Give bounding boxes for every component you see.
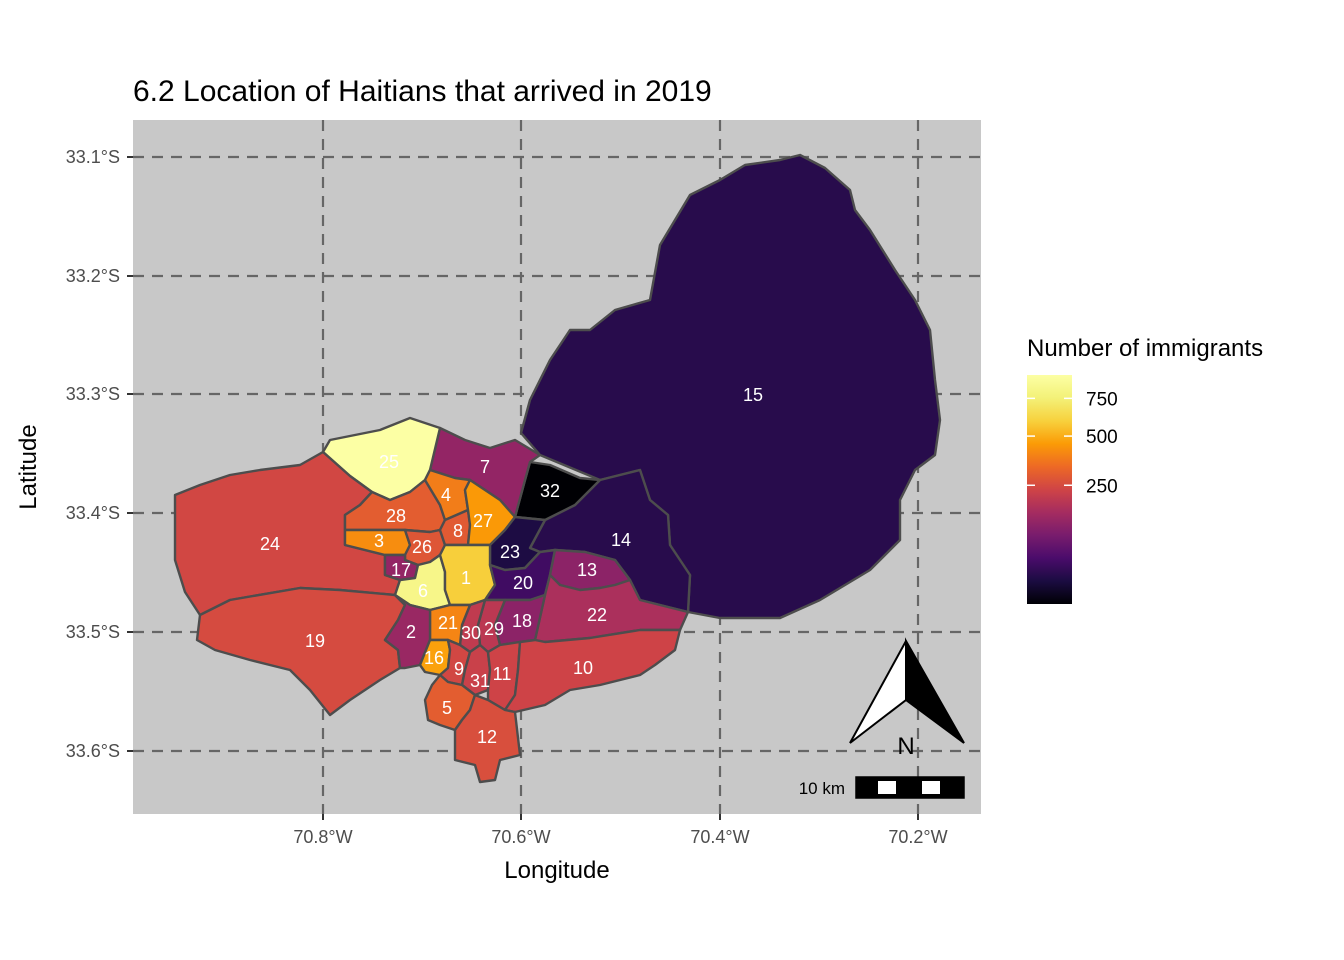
legend: Number of immigrants 750 500 250 <box>1027 335 1263 604</box>
y-axis: 33.1°S 33.2°S 33.3°S 33.4°S 33.5°S 33.6°… <box>15 147 133 761</box>
region-label: 19 <box>305 631 325 651</box>
region-label: 21 <box>438 613 458 633</box>
y-tick-label: 33.1°S <box>66 147 120 167</box>
region-label: 22 <box>587 605 607 625</box>
scale-bar-segment <box>878 781 896 794</box>
x-axis: 70.8°W 70.6°W 70.4°W 70.2°W Longitude <box>293 814 948 884</box>
region-label: 30 <box>461 623 481 643</box>
scale-bar-segment <box>922 781 940 794</box>
region-label: 8 <box>453 521 463 541</box>
region-label: 13 <box>577 560 597 580</box>
region-label: 4 <box>441 485 451 505</box>
region-12[interactable] <box>453 693 522 784</box>
region-label: 32 <box>540 481 560 501</box>
scale-bar-frame <box>855 776 965 799</box>
y-tick-label: 33.4°S <box>66 503 120 523</box>
region-label: 3 <box>374 531 384 551</box>
north-label: N <box>897 733 914 760</box>
region-label: 7 <box>480 457 490 477</box>
region-label: 23 <box>500 542 520 562</box>
region-10[interactable] <box>503 628 682 714</box>
region-label: 14 <box>611 530 631 550</box>
north-arrow-right-icon <box>905 637 965 744</box>
region-label: 2 <box>406 622 416 642</box>
region-label: 31 <box>470 671 490 691</box>
region-label: 15 <box>743 385 763 405</box>
x-axis-title: Longitude <box>504 857 609 884</box>
x-tick-label: 70.8°W <box>293 827 352 847</box>
region-label: 16 <box>424 648 444 668</box>
map-title: 6.2 Location of Haitians that arrived in… <box>133 75 712 108</box>
region-2[interactable] <box>383 593 432 670</box>
region-label: 27 <box>473 511 493 531</box>
x-tick-label: 70.4°W <box>690 827 749 847</box>
y-tick-label: 33.6°S <box>66 741 120 761</box>
legend-tick-label: 750 <box>1086 389 1118 410</box>
legend-title: Number of immigrants <box>1027 335 1263 362</box>
region-labels: 15 14 32 7 25 24 19 28 3 26 17 4 8 27 23… <box>260 385 763 747</box>
region-label: 26 <box>412 537 432 557</box>
region-label: 6 <box>418 581 428 601</box>
region-label: 5 <box>442 698 452 718</box>
region-label: 9 <box>454 659 464 679</box>
legend-ticks: 750 500 250 <box>1027 389 1118 497</box>
region-label: 20 <box>513 573 533 593</box>
region-label: 11 <box>493 664 512 684</box>
region-label: 24 <box>260 534 280 554</box>
y-tick-label: 33.3°S <box>66 384 120 404</box>
scale-bar: 10 km <box>799 776 965 799</box>
y-tick-label: 33.5°S <box>66 622 120 642</box>
region-label: 17 <box>391 560 411 580</box>
region-label: 29 <box>484 619 504 639</box>
legend-colorbar <box>1027 375 1072 604</box>
x-tick-label: 70.2°W <box>888 827 947 847</box>
y-axis-title: Latitude <box>15 424 42 509</box>
y-tick-label: 33.2°S <box>66 266 120 286</box>
region-label: 28 <box>386 506 406 526</box>
regions <box>173 153 942 784</box>
region-label: 10 <box>573 658 593 678</box>
legend-tick-label: 250 <box>1086 476 1118 497</box>
region-label: 1 <box>461 568 471 588</box>
region-label: 18 <box>512 611 532 631</box>
region-label: 25 <box>379 452 399 472</box>
scale-bar-label: 10 km <box>799 779 845 798</box>
x-tick-label: 70.6°W <box>491 827 550 847</box>
north-arrow: N <box>849 637 965 760</box>
legend-tick-label: 500 <box>1086 427 1118 448</box>
region-label: 12 <box>477 727 497 747</box>
